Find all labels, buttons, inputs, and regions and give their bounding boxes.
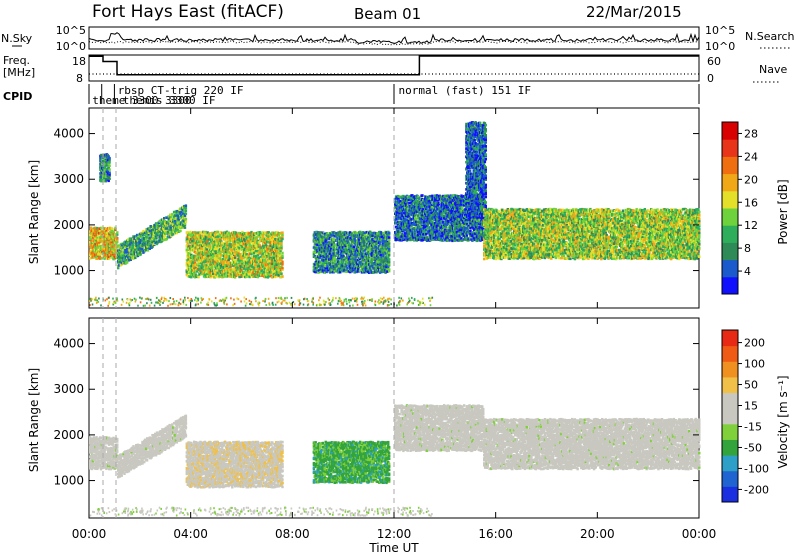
nsearch-label: N.Search (745, 30, 795, 43)
velocity-colorbar: 200 100 50 15 -15 -50 -100 -200 (722, 330, 769, 503)
velocity-colorbar-label: Velocity [m s⁻¹] (776, 375, 790, 468)
freq-tick-left-top: 18 (72, 55, 86, 68)
cpid-label: CPID (3, 90, 32, 103)
freq-label-2: [MHz] (3, 66, 35, 79)
power-ytick-label: 3000 (53, 172, 84, 186)
nsky-label: N.Sky (1, 32, 33, 45)
power-colorbar-tick: 4 (744, 265, 751, 278)
date-title: 22/Mar/2015 (586, 3, 682, 21)
velocity-ytick-label: 2000 (53, 428, 84, 442)
velocity-ytick-label: 1000 (53, 474, 84, 488)
power-ytick-label: 4000 (53, 127, 84, 141)
power-colorbar-tick: 24 (744, 150, 758, 163)
power-ytick-label: 2000 (53, 218, 84, 232)
beam-title: Beam 01 (354, 5, 421, 23)
velocity-colorbar-tick: -200 (744, 483, 769, 496)
x-tick-label: 12:00 (377, 527, 412, 541)
freq-tick-left-bottom: 8 (76, 72, 83, 85)
velocity-colorbar-tick: 50 (744, 379, 758, 392)
velocity-ytick-label: 4000 (53, 337, 84, 351)
power-colorbar-tick: 20 (744, 173, 758, 186)
cpid-label: theme 3300 3300 (92, 94, 191, 107)
freq-panel: 18 8 60 0 (72, 55, 721, 85)
power-colorbar-tick: 16 (744, 196, 758, 209)
freq-line (89, 56, 699, 75)
power-colorbar-tick: 28 (744, 127, 758, 140)
x-tick-label: 20:00 (580, 527, 615, 541)
x-axis-label: Time UT (368, 541, 419, 554)
velocity-ytick-label: 3000 (53, 382, 84, 396)
cpid-label: normal (fast) 151 IF (399, 84, 531, 97)
velocity-colorbar-tick: -50 (744, 441, 762, 454)
noise-tick-left-bottom: 10^0 (56, 40, 86, 53)
power-ytick-label: 1000 (53, 264, 84, 278)
velocity-colorbar-tick: 200 (744, 337, 765, 350)
velocity-ylabel: Slant Range [km] (27, 368, 41, 472)
freq-tick-right-bottom: 0 (707, 72, 714, 85)
velocity-colorbar-tick: -100 (744, 462, 769, 475)
x-tick-label: 00:00 (682, 527, 717, 541)
power-colorbar: 4 8 12 16 20 24 28 (722, 122, 758, 295)
velocity-colorbar-tick: -15 (744, 420, 762, 433)
noise-panel: 10^5 10^0 10^5 10^0 (56, 24, 735, 53)
radar-summary-plot: Fort Hays East (fitACF) Beam 01 22/Mar/2… (0, 0, 800, 554)
x-tick-label: 00:00 (72, 527, 107, 541)
power-colorbar-tick: 8 (744, 242, 751, 255)
station-title: Fort Hays East (fitACF) (92, 2, 284, 22)
noise-tick-left-top: 10^5 (56, 24, 86, 37)
velocity-panel: 1000 2000 3000 4000 Slant Range [km] (27, 318, 701, 518)
x-tick-label: 16:00 (478, 527, 513, 541)
freq-tick-right-top: 60 (707, 55, 721, 68)
noise-tick-right-bottom: 10^0 (705, 40, 735, 53)
x-tick-label: 08:00 (275, 527, 310, 541)
velocity-colorbar-tick: 15 (744, 400, 758, 413)
power-panel: 1000 2000 3000 4000 Slant Range [km] (27, 108, 701, 308)
power-ylabel: Slant Range [km] (27, 160, 41, 264)
noise-sky-line (89, 33, 699, 44)
power-colorbar-tick: 12 (744, 219, 758, 232)
nave-label: Nave (759, 63, 787, 76)
power-colorbar-label: Power [dB] (776, 179, 790, 244)
velocity-colorbar-tick: 100 (744, 358, 765, 371)
noise-tick-right-top: 10^5 (705, 24, 735, 37)
x-tick-label: 04:00 (173, 527, 208, 541)
